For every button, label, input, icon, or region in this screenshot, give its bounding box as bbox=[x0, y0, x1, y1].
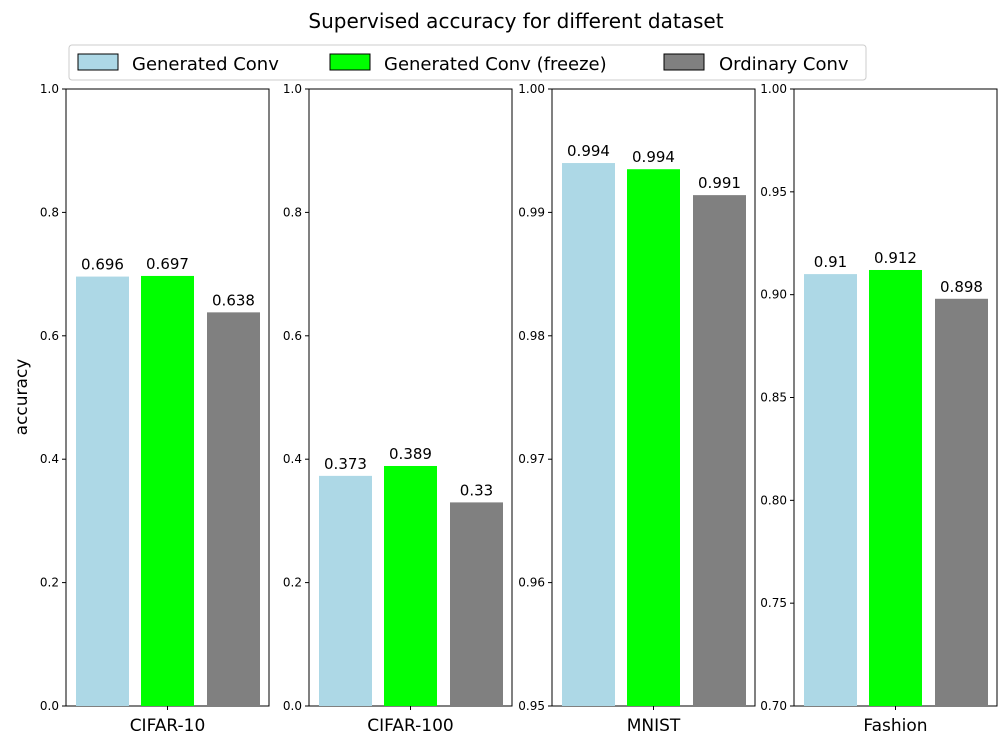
y-tick-label: 0.80 bbox=[760, 493, 787, 507]
y-tick-label: 0.98 bbox=[518, 329, 545, 343]
legend-label: Generated Conv bbox=[132, 54, 279, 75]
bar-generated-conv-freeze- bbox=[384, 465, 437, 706]
legend: Generated Conv Generated Conv (freeze) Ord… bbox=[68, 44, 867, 81]
bar-generated-conv-freeze- bbox=[627, 169, 680, 706]
y-tick-label: 0.8 bbox=[283, 205, 302, 219]
y-tick-label: 0.6 bbox=[283, 329, 302, 343]
y-tick-label: 0.2 bbox=[283, 576, 302, 590]
y-tick-label: 0.90 bbox=[760, 288, 787, 302]
panel-mnist: 0.95 0.96 0.97 0.98 0.99 1.00 0.994 0.994 0.991 M… bbox=[518, 82, 756, 736]
y-tick-label: 0.6 bbox=[40, 329, 59, 343]
legend-swatch bbox=[663, 53, 705, 71]
bar-ordinary-conv bbox=[935, 298, 988, 706]
legend-label: Ordinary Conv bbox=[719, 54, 849, 75]
data-label: 0.33 bbox=[460, 481, 493, 499]
bar-ordinary-conv bbox=[450, 502, 503, 706]
panel-cifar-10: 0.0 0.2 0.4 0.6 0.8 1.0 0.696 0.697 0.638 CIFAR-1… bbox=[40, 82, 270, 736]
legend-swatch bbox=[329, 53, 371, 71]
y-tick-label: 0.95 bbox=[518, 699, 545, 713]
data-label: 0.697 bbox=[146, 255, 189, 273]
category-label: MNIST bbox=[627, 716, 681, 736]
y-tick-label: 0.70 bbox=[760, 699, 787, 713]
y-tick-label: 1.00 bbox=[760, 82, 787, 96]
data-label: 0.91 bbox=[814, 253, 847, 271]
legend-label: Generated Conv (freeze) bbox=[384, 54, 607, 75]
bar-ordinary-conv bbox=[693, 195, 746, 706]
data-label: 0.696 bbox=[81, 256, 124, 274]
chart-title: Supervised accuracy for different datase… bbox=[308, 9, 723, 33]
y-tick-label: 0.99 bbox=[518, 205, 545, 219]
y-axis-label: accuracy bbox=[12, 359, 32, 436]
y-tick-label: 0.85 bbox=[760, 391, 787, 405]
category-label: CIFAR-100 bbox=[367, 716, 453, 736]
y-tick-label: 0.0 bbox=[283, 699, 302, 713]
y-tick-label: 0.96 bbox=[518, 576, 545, 590]
y-tick-label: 0.97 bbox=[518, 452, 545, 466]
category-label: CIFAR-10 bbox=[130, 716, 206, 736]
data-label: 0.638 bbox=[212, 291, 255, 309]
bar-generated-conv-freeze- bbox=[141, 275, 194, 706]
data-label: 0.389 bbox=[389, 445, 432, 463]
data-label: 0.912 bbox=[874, 249, 917, 267]
panel-cifar-100: 0.0 0.2 0.4 0.6 0.8 1.0 0.373 0.389 0.33 CIFAR-10… bbox=[283, 82, 513, 736]
y-tick-label: 1.00 bbox=[518, 82, 545, 96]
y-tick-label: 0.2 bbox=[40, 576, 59, 590]
data-label: 0.373 bbox=[324, 455, 367, 473]
y-tick-label: 0.4 bbox=[283, 452, 302, 466]
y-tick-label: 1.0 bbox=[283, 82, 302, 96]
y-tick-label: 0.0 bbox=[40, 699, 59, 713]
data-label: 0.994 bbox=[567, 142, 610, 160]
category-label: Fashion bbox=[863, 716, 927, 736]
data-label: 0.898 bbox=[940, 278, 983, 296]
y-tick-label: 0.8 bbox=[40, 205, 59, 219]
bar-generated-conv-freeze- bbox=[869, 269, 922, 706]
bar-generated-conv bbox=[804, 274, 857, 706]
y-tick-label: 1.0 bbox=[40, 82, 59, 96]
y-tick-label: 0.4 bbox=[40, 452, 59, 466]
legend-swatch bbox=[77, 53, 119, 71]
panel-fashion: 0.70 0.75 0.80 0.85 0.90 0.95 1.00 0.91 0.912 0.8… bbox=[760, 82, 998, 736]
y-tick-label: 0.95 bbox=[760, 185, 787, 199]
y-tick-label: 0.75 bbox=[760, 596, 787, 610]
bar-generated-conv bbox=[76, 276, 129, 706]
data-label: 0.991 bbox=[698, 174, 741, 192]
bar-generated-conv bbox=[562, 163, 615, 707]
bar-generated-conv bbox=[319, 475, 372, 706]
bar-ordinary-conv bbox=[207, 312, 260, 706]
data-label: 0.994 bbox=[632, 148, 675, 166]
chart-panels: 0.0 0.2 0.4 0.6 0.8 1.0 0.696 0.697 0.638 CIFAR-1… bbox=[40, 82, 998, 736]
